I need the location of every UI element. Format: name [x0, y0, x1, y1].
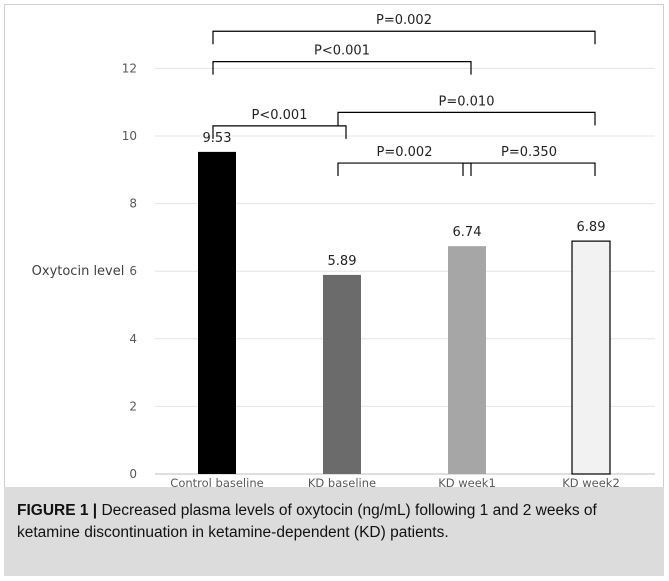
data-label: 6.89 [577, 220, 606, 235]
p-value-label: P=0.002 [377, 145, 433, 160]
bar [448, 246, 486, 474]
y-axis-label: Oxytocin level [32, 264, 125, 279]
significance-bracket [337, 111, 596, 126]
x-tick-label: KD week2 [562, 476, 620, 490]
p-value-label: P<0.001 [314, 44, 370, 59]
bar [323, 274, 361, 474]
significance-bracket [337, 162, 472, 177]
significance-bracket [212, 125, 347, 139]
bar [198, 151, 236, 475]
caption-text: Decreased plasma levels of oxytocin (ng/… [17, 502, 597, 541]
data-label: 5.89 [328, 254, 357, 269]
data-label: 9.53 [203, 131, 232, 146]
significance-bracket [212, 30, 596, 45]
p-value-label: P=0.350 [501, 145, 557, 160]
y-tick-label: 4 [129, 332, 137, 346]
caption-box [4, 487, 664, 576]
x-tick-label: Control baseline [170, 476, 263, 490]
y-tick-label: 8 [129, 197, 137, 211]
x-tick-label: KD week1 [438, 476, 496, 490]
y-tick-label: 10 [122, 129, 137, 143]
p-value-label: P=0.002 [376, 13, 432, 28]
x-tick-label: KD baseline [308, 476, 376, 490]
significance-bracket [462, 162, 596, 177]
y-tick-label: 0 [129, 467, 137, 481]
p-value-label: P=0.010 [439, 94, 495, 109]
p-value-label: P<0.001 [252, 108, 308, 123]
caption-label: FIGURE 1 | [17, 502, 98, 519]
data-label: 6.74 [453, 225, 482, 240]
bar [571, 240, 611, 475]
significance-bracket [212, 61, 472, 75]
y-tick-label: 12 [122, 61, 137, 75]
bar-chart: 0 2 4 6 8 10 12 Oxytocin level 9.53 Control basel… [32, 13, 655, 490]
y-tick-label: 2 [129, 399, 137, 413]
y-tick-label: 6 [129, 264, 137, 278]
figure-caption: FIGURE 1 | Decreased plasma levels of ox… [17, 500, 652, 544]
